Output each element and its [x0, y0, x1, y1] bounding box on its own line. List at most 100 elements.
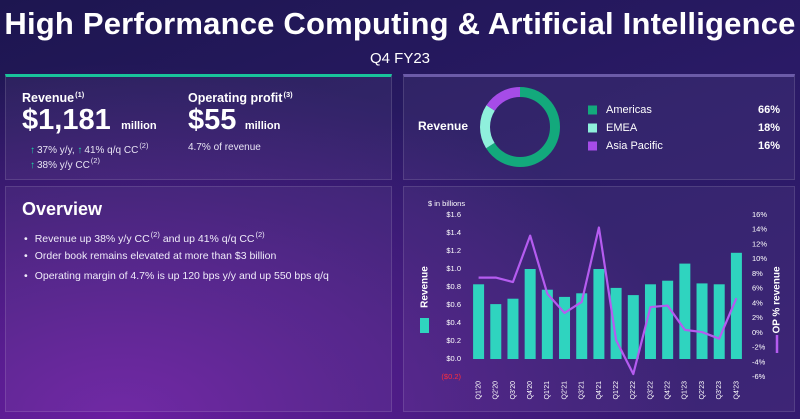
x-tick-label: Q3'20	[510, 381, 517, 400]
revenue-value: $1,181 million	[22, 104, 157, 137]
y2-tick-label: 4%	[752, 298, 763, 307]
bullet: • Order book remains elevated at more tha…	[24, 250, 276, 262]
x-tick-label: Q4'20	[527, 381, 534, 400]
label: Revenue	[22, 91, 75, 105]
mix-panel	[403, 74, 795, 180]
x-tick-label: Q4'21	[596, 381, 603, 400]
legend-swatch	[588, 141, 597, 151]
bar	[524, 269, 536, 359]
slide-title: High Performance Computing & Artificial …	[4, 6, 796, 41]
growth: 41% q/q CC	[84, 145, 139, 156]
text: Revenue up 38% y/y CC	[34, 233, 150, 245]
bar	[696, 283, 708, 359]
overview-title: Overview	[22, 199, 103, 219]
value-label: 18%	[758, 122, 780, 134]
x-tick-label: Q1'22	[613, 381, 620, 400]
value-label: 16%	[758, 140, 780, 152]
bar	[541, 289, 553, 359]
y2-tick-label: 0%	[752, 328, 763, 337]
legend-swatch	[588, 123, 597, 133]
y-tick-label: ($0.2)	[441, 372, 461, 381]
y2-tick-label: -4%	[752, 357, 766, 366]
legend-label: Asia Pacific	[606, 140, 663, 152]
y2-tick-label: 10%	[752, 254, 767, 263]
unit: million	[244, 120, 281, 132]
y-tick-label: $1.4	[446, 228, 461, 237]
footnote: (2)	[139, 141, 149, 150]
x-tick-label: Q1'23	[682, 381, 689, 400]
op-label: Operating profit(3)	[188, 90, 293, 105]
footnote: (2)	[150, 230, 160, 239]
legend-label: Revenue	[420, 266, 431, 308]
revenue-label: Revenue(1)	[22, 90, 84, 105]
bar	[679, 263, 691, 359]
y-tick-label: $1.2	[446, 246, 461, 255]
amount: $1,181	[22, 104, 111, 136]
donut-segment	[480, 87, 560, 167]
footnote: (3)	[283, 90, 293, 99]
unit: million	[121, 120, 157, 132]
amount: $55	[188, 104, 237, 136]
bullet-dot: •	[24, 250, 28, 262]
bar	[662, 280, 674, 359]
legend-label: OP % revenue	[772, 266, 783, 334]
y-axis-title: $ in billions	[428, 199, 465, 208]
legend-swatch	[588, 105, 597, 115]
kpi-panel	[5, 74, 392, 180]
x-tick-label: Q2'21	[561, 381, 568, 400]
y2-tick-label: -6%	[752, 372, 766, 381]
bullet: • Revenue up 38% y/y CC(2) and up 41% q/q …	[24, 230, 265, 245]
x-tick-label: Q4'22	[665, 381, 672, 400]
x-tick-label: Q3'22	[647, 381, 654, 400]
y-tick-label: $0.0	[446, 354, 461, 363]
y-tick-label: $0.4	[446, 318, 461, 327]
bar	[593, 269, 605, 359]
bullet-dot: •	[24, 270, 28, 282]
growth: 37% y/y,	[37, 145, 75, 156]
text: Operating margin of 4.7% is up 120 bps y…	[34, 270, 329, 282]
arrow: ↑	[77, 145, 83, 156]
x-tick-label: Q2'20	[493, 381, 500, 400]
bullet: • Operating margin of 4.7% is up 120 bps …	[24, 270, 329, 282]
x-tick-label: Q3'23	[716, 381, 723, 400]
donut-segment	[480, 87, 560, 167]
text: Order book remains elevated at more than…	[34, 250, 277, 262]
line	[478, 226, 738, 376]
x-tick-label: Q2'23	[699, 381, 706, 400]
bar	[507, 298, 519, 359]
y2-tick-label: 8%	[752, 269, 763, 278]
y2-tick-label: 16%	[752, 210, 767, 219]
bar	[730, 252, 742, 359]
arrow: ↑	[30, 145, 35, 156]
footnote: (1)	[75, 90, 85, 99]
bar	[610, 287, 622, 359]
bar	[713, 284, 725, 359]
footnote: (2)	[90, 156, 100, 165]
overview-panel	[5, 186, 392, 412]
text: and up 41% q/q CC	[162, 233, 255, 245]
donut-label: Revenue	[418, 119, 468, 133]
y-tick-label: $0.2	[446, 336, 461, 345]
y2-tick-label: 2%	[752, 313, 763, 322]
legend-label: EMEA	[606, 122, 638, 134]
growth: 38% y/y CC	[37, 160, 90, 171]
y-tick-label: $1.0	[446, 264, 461, 273]
bar	[576, 293, 588, 359]
growth-line: ↑ 38% y/y CC(2)	[30, 156, 100, 171]
y-tick-label: $0.6	[446, 300, 461, 309]
x-tick-label: Q4'23	[733, 381, 740, 400]
op-detail: 4.7% of revenue	[188, 142, 261, 153]
y2-tick-label: 12%	[752, 239, 767, 248]
bar	[627, 295, 639, 359]
legend-swatch	[420, 318, 429, 333]
y2-tick-label: -2%	[752, 343, 766, 352]
label: Operating profit	[188, 91, 283, 105]
bar	[644, 284, 656, 359]
x-tick-label: Q1'21	[544, 381, 551, 400]
growth-line: ↑ 37% y/y, ↑ 41% q/q CC(2)	[30, 141, 148, 156]
y2-tick-label: 6%	[752, 284, 763, 293]
footnote: (2)	[255, 230, 265, 239]
bar	[490, 304, 502, 359]
x-tick-label: Q1'20	[475, 381, 482, 400]
